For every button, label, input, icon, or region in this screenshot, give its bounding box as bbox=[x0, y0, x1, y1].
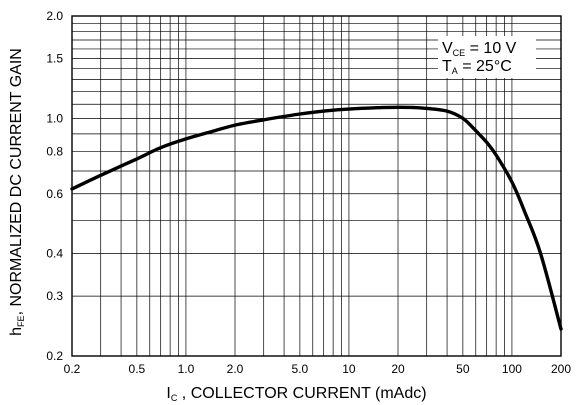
x-tick-label: 1.0 bbox=[178, 362, 195, 376]
y-tick-label: 0.4 bbox=[46, 247, 63, 261]
x-tick-label: 0.5 bbox=[129, 362, 146, 376]
series-group bbox=[70, 105, 563, 331]
annotation-vce: VCE = 10 V bbox=[442, 40, 517, 58]
y-tick-label: 1.0 bbox=[46, 111, 63, 125]
y-tick-label: 0.8 bbox=[46, 144, 63, 158]
x-tick-label: 100 bbox=[502, 362, 522, 376]
x-tick-label: 10 bbox=[342, 362, 356, 376]
x-tick-labels: 0.2 0.5 1.0 2.0 5.0 10 20 50 100 200 bbox=[64, 362, 572, 376]
x-tick-label: 50 bbox=[456, 362, 470, 376]
y-tick-label: 0.3 bbox=[46, 289, 63, 303]
x-tick-label: 2.0 bbox=[227, 362, 244, 376]
x-tick-label: 0.2 bbox=[64, 362, 81, 376]
series-line bbox=[70, 105, 563, 331]
y-axis-title: hFE, NORMALIZED DC CURRENT GAIN bbox=[8, 48, 26, 336]
y-tick-label: 2.0 bbox=[46, 9, 63, 23]
y-tick-labels: 0.2 0.3 0.4 0.6 0.8 1.0 1.5 2.0 bbox=[46, 9, 63, 363]
y-tick-label: 0.2 bbox=[46, 349, 63, 363]
x-tick-label: 20 bbox=[391, 362, 405, 376]
x-tick-label: 5.0 bbox=[292, 362, 309, 376]
y-tick-label: 1.5 bbox=[46, 51, 63, 65]
y-tick-label: 0.6 bbox=[46, 187, 63, 201]
x-tick-label: 200 bbox=[551, 362, 571, 376]
annotation-box bbox=[438, 36, 536, 78]
x-axis-title: IC , COLLECTOR CURRENT (mAdc) bbox=[166, 385, 426, 403]
plot-frame bbox=[71, 15, 562, 357]
annotation-ta: TA = 25°C bbox=[442, 58, 512, 76]
